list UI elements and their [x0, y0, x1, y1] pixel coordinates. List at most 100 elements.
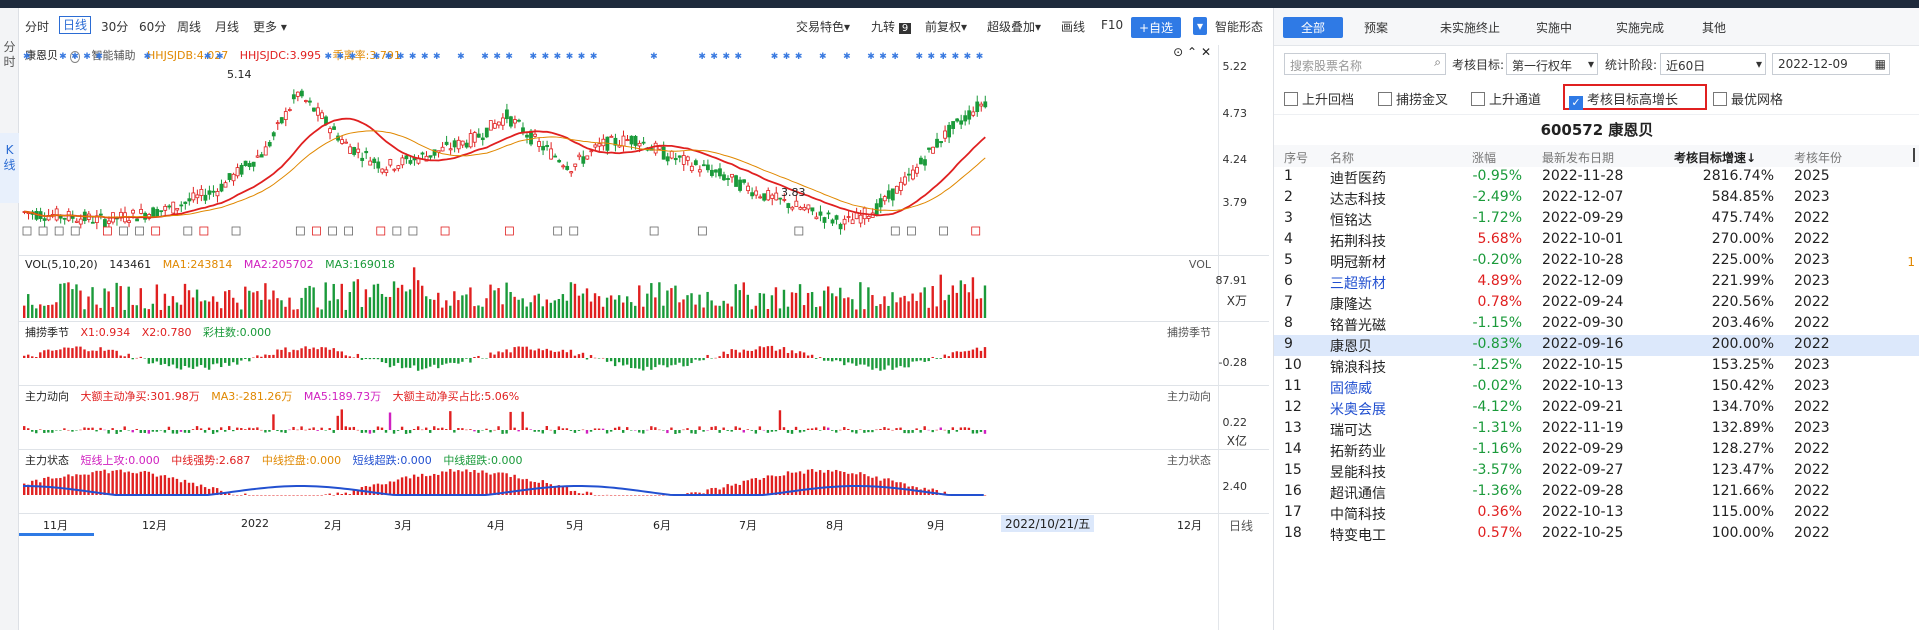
trade-features-dropdown[interactable]: 交易特色▾ — [796, 18, 850, 35]
signal-marker: ✱ — [952, 52, 960, 62]
stat-select[interactable]: 近60日 ▾ — [1660, 53, 1766, 75]
period-60min[interactable]: 60分 — [139, 20, 167, 34]
indicator-bar — [392, 281, 396, 318]
target-select[interactable]: 第一行权年 ▾ — [1506, 53, 1598, 75]
indicator-bar — [545, 482, 548, 495]
indicator-bar — [750, 350, 754, 358]
tab-completed[interactable]: 实施完成 — [1616, 21, 1665, 35]
settings-icon[interactable]: ⊙ — [1173, 45, 1184, 59]
check-rising-channel[interactable]: 上升通道 — [1471, 89, 1541, 108]
col-name[interactable]: 名称 — [1330, 151, 1355, 165]
main-flow-pane[interactable]: 主力动向 大额主动净买:301.98万 MA3:-281.26万 MA5:189… — [19, 386, 1269, 448]
candle-body — [283, 111, 288, 120]
indicator-bar — [851, 430, 854, 433]
period-daily[interactable]: 日线 — [59, 16, 92, 34]
indicator-bar — [835, 296, 838, 318]
col-no[interactable]: 序号 — [1284, 151, 1309, 165]
indicator-bar — [766, 475, 770, 495]
smart-form-button[interactable]: 智能形态 — [1215, 20, 1264, 34]
tab-plan[interactable]: 预案 — [1364, 21, 1389, 35]
check-catch-cross[interactable]: 捕捞金叉 — [1378, 89, 1448, 108]
draw-line-button[interactable]: 画线 — [1061, 20, 1086, 34]
scrollbar-handle[interactable] — [1913, 148, 1915, 162]
check-rising-pullback[interactable]: 上升回档 — [1284, 89, 1354, 108]
add-watchlist-dropdown[interactable]: ▾ — [1193, 17, 1208, 35]
col-change[interactable]: 涨幅 — [1472, 151, 1497, 165]
table-row[interactable]: 9 康恩贝 -0.83% 2022-09-16 200.00% 2022 — [1274, 335, 1919, 356]
indicator-bar — [750, 430, 754, 431]
indicator-bar — [529, 302, 532, 318]
add-watchlist-button[interactable]: +自选 — [1131, 17, 1182, 38]
col-year[interactable]: 考核年份 — [1794, 151, 1843, 165]
kline-chart-area[interactable]: 康恩贝 ▾ 智能辅助 HHJSJDB:4.027 HHJSJDC:3.995 乖… — [19, 45, 1269, 630]
check-best-grid[interactable]: 最优网格 — [1713, 89, 1783, 108]
tab-terminated[interactable]: 未实施终止 — [1440, 21, 1501, 35]
tab-in-progress[interactable]: 实施中 — [1536, 21, 1573, 35]
table-row[interactable]: 8 铭普光磁 -1.15% 2022-09-30 203.46% 2022 — [1274, 314, 1919, 335]
signal-marker: ✱ — [783, 52, 791, 62]
search-input[interactable]: 搜索股票名称 ⌕ — [1284, 53, 1446, 75]
assist-toggle-icon[interactable]: ▾ — [69, 51, 81, 63]
expand-icon[interactable]: ⌃ — [1187, 45, 1198, 59]
tab-intraday-vertical[interactable]: 分时 — [0, 40, 19, 70]
date-picker[interactable]: 2022-12-09 ▦ — [1772, 53, 1890, 75]
indicator-bar — [883, 427, 886, 430]
catch-season-pane[interactable]: 捕捞季节 X1:0.934 X2:0.780 彩柱数:0.000 捕捞季节 -0… — [19, 322, 1269, 384]
volume-pane[interactable]: VOL(5,10,20) 143461 MA1:243814 MA2:20570… — [19, 256, 1269, 320]
table-row[interactable]: 5 明冠新材 -0.20% 2022-10-28 225.00% 2023 — [1274, 251, 1919, 272]
indicator-bar — [915, 358, 918, 362]
flow-ratio: 大额主动净买占比:5.06% — [392, 390, 520, 403]
table-row[interactable]: 11 固德威 -0.02% 2022-10-13 150.42% 2023 — [1274, 377, 1919, 398]
super-overlay-dropdown[interactable]: 超级叠加▾ — [987, 18, 1041, 35]
table-row[interactable]: 18 特变电工 0.57% 2022-10-25 100.00% 2022 — [1274, 524, 1919, 545]
period-intraday[interactable]: 分时 — [25, 20, 50, 34]
price-pane[interactable]: 康恩贝 ▾ 智能辅助 HHJSJDB:4.027 HHJSJDC:3.995 乖… — [19, 45, 1269, 253]
indicator-bar — [529, 429, 532, 430]
close-icon[interactable]: ✕ — [1200, 45, 1211, 59]
period-30min[interactable]: 30分 — [101, 20, 129, 34]
indicator-bar — [248, 495, 251, 496]
indicator-bar — [847, 358, 850, 363]
period-weekly[interactable]: 周线 — [177, 20, 202, 34]
table-row[interactable]: 15 昱能科技 -3.57% 2022-09-27 123.47% 2022 — [1274, 461, 1919, 482]
table-row[interactable]: 6 三超新材 4.89% 2022-12-09 221.99% 2023 — [1274, 272, 1919, 293]
nine-turn-button[interactable]: 九转 9 — [871, 18, 912, 35]
col-date[interactable]: 最新发布日期 — [1542, 151, 1615, 165]
table-row[interactable]: 17 中简科技 0.36% 2022-10-13 115.00% 2022 — [1274, 503, 1919, 524]
indicator-bar — [734, 483, 737, 495]
tab-other[interactable]: 其他 — [1702, 21, 1727, 35]
period-monthly[interactable]: 月线 — [215, 20, 240, 34]
table-row[interactable]: 1 迪哲医药 -0.95% 2022-11-28 2816.74% 2025 — [1274, 167, 1919, 188]
smart-assist-label[interactable]: 智能辅助 — [91, 49, 136, 62]
table-row[interactable]: 16 超讯通信 -1.36% 2022-09-28 121.66% 2022 — [1274, 482, 1919, 503]
indicator-bar — [927, 429, 930, 431]
candle-body — [235, 167, 240, 177]
candle-body — [959, 120, 964, 125]
indicator-bar — [931, 286, 934, 318]
candle-body — [943, 130, 947, 139]
candle-body — [211, 190, 216, 193]
table-row[interactable]: 3 恒铭达 -1.72% 2022-09-29 475.74% 2022 — [1274, 209, 1919, 230]
table-row[interactable]: 12 米奥会展 -4.12% 2022-09-21 134.70% 2022 — [1274, 398, 1919, 419]
tab-kline-vertical[interactable]: K线 — [0, 133, 19, 203]
pre-adjust-dropdown[interactable]: 前复权▾ — [925, 18, 967, 35]
table-row[interactable]: 4 拓荆科技 5.68% 2022-10-01 270.00% 2022 — [1274, 230, 1919, 251]
table-row[interactable]: 7 康隆达 0.78% 2022-09-24 220.56% 2022 — [1274, 293, 1919, 314]
candle-body — [878, 198, 883, 208]
f10-button[interactable]: F10 — [1101, 18, 1124, 32]
scroll-thumb[interactable] — [19, 533, 94, 536]
candle-body — [774, 192, 779, 201]
indicator-bar — [51, 304, 54, 318]
check-high-growth[interactable]: ✓ 考核目标高增长 — [1569, 89, 1678, 110]
col-growth[interactable]: 考核目标增速↓ — [1674, 151, 1757, 165]
tab-all[interactable]: 全部 — [1283, 17, 1344, 38]
main-state-pane[interactable]: 主力状态 短线上攻:0.000 中线强势:2.687 中线控盘:0.000 短线… — [19, 450, 1269, 512]
flow-ma3: MA3:-281.26万 — [211, 390, 293, 403]
indicator-bar — [461, 471, 464, 495]
table-row[interactable]: 2 达志科技 -2.49% 2022-12-07 584.85% 2023 — [1274, 188, 1919, 209]
table-row[interactable]: 10 锦浪科技 -1.25% 2022-10-15 153.25% 2023 — [1274, 356, 1919, 377]
more-dropdown[interactable]: 更多 ▾ — [253, 18, 287, 35]
table-row[interactable]: 13 瑞可达 -1.31% 2022-11-19 132.89% 2023 — [1274, 419, 1919, 440]
table-row[interactable]: 14 拓新药业 -1.16% 2022-09-29 128.27% 2022 — [1274, 440, 1919, 461]
cell-no: 16 — [1284, 483, 1302, 499]
